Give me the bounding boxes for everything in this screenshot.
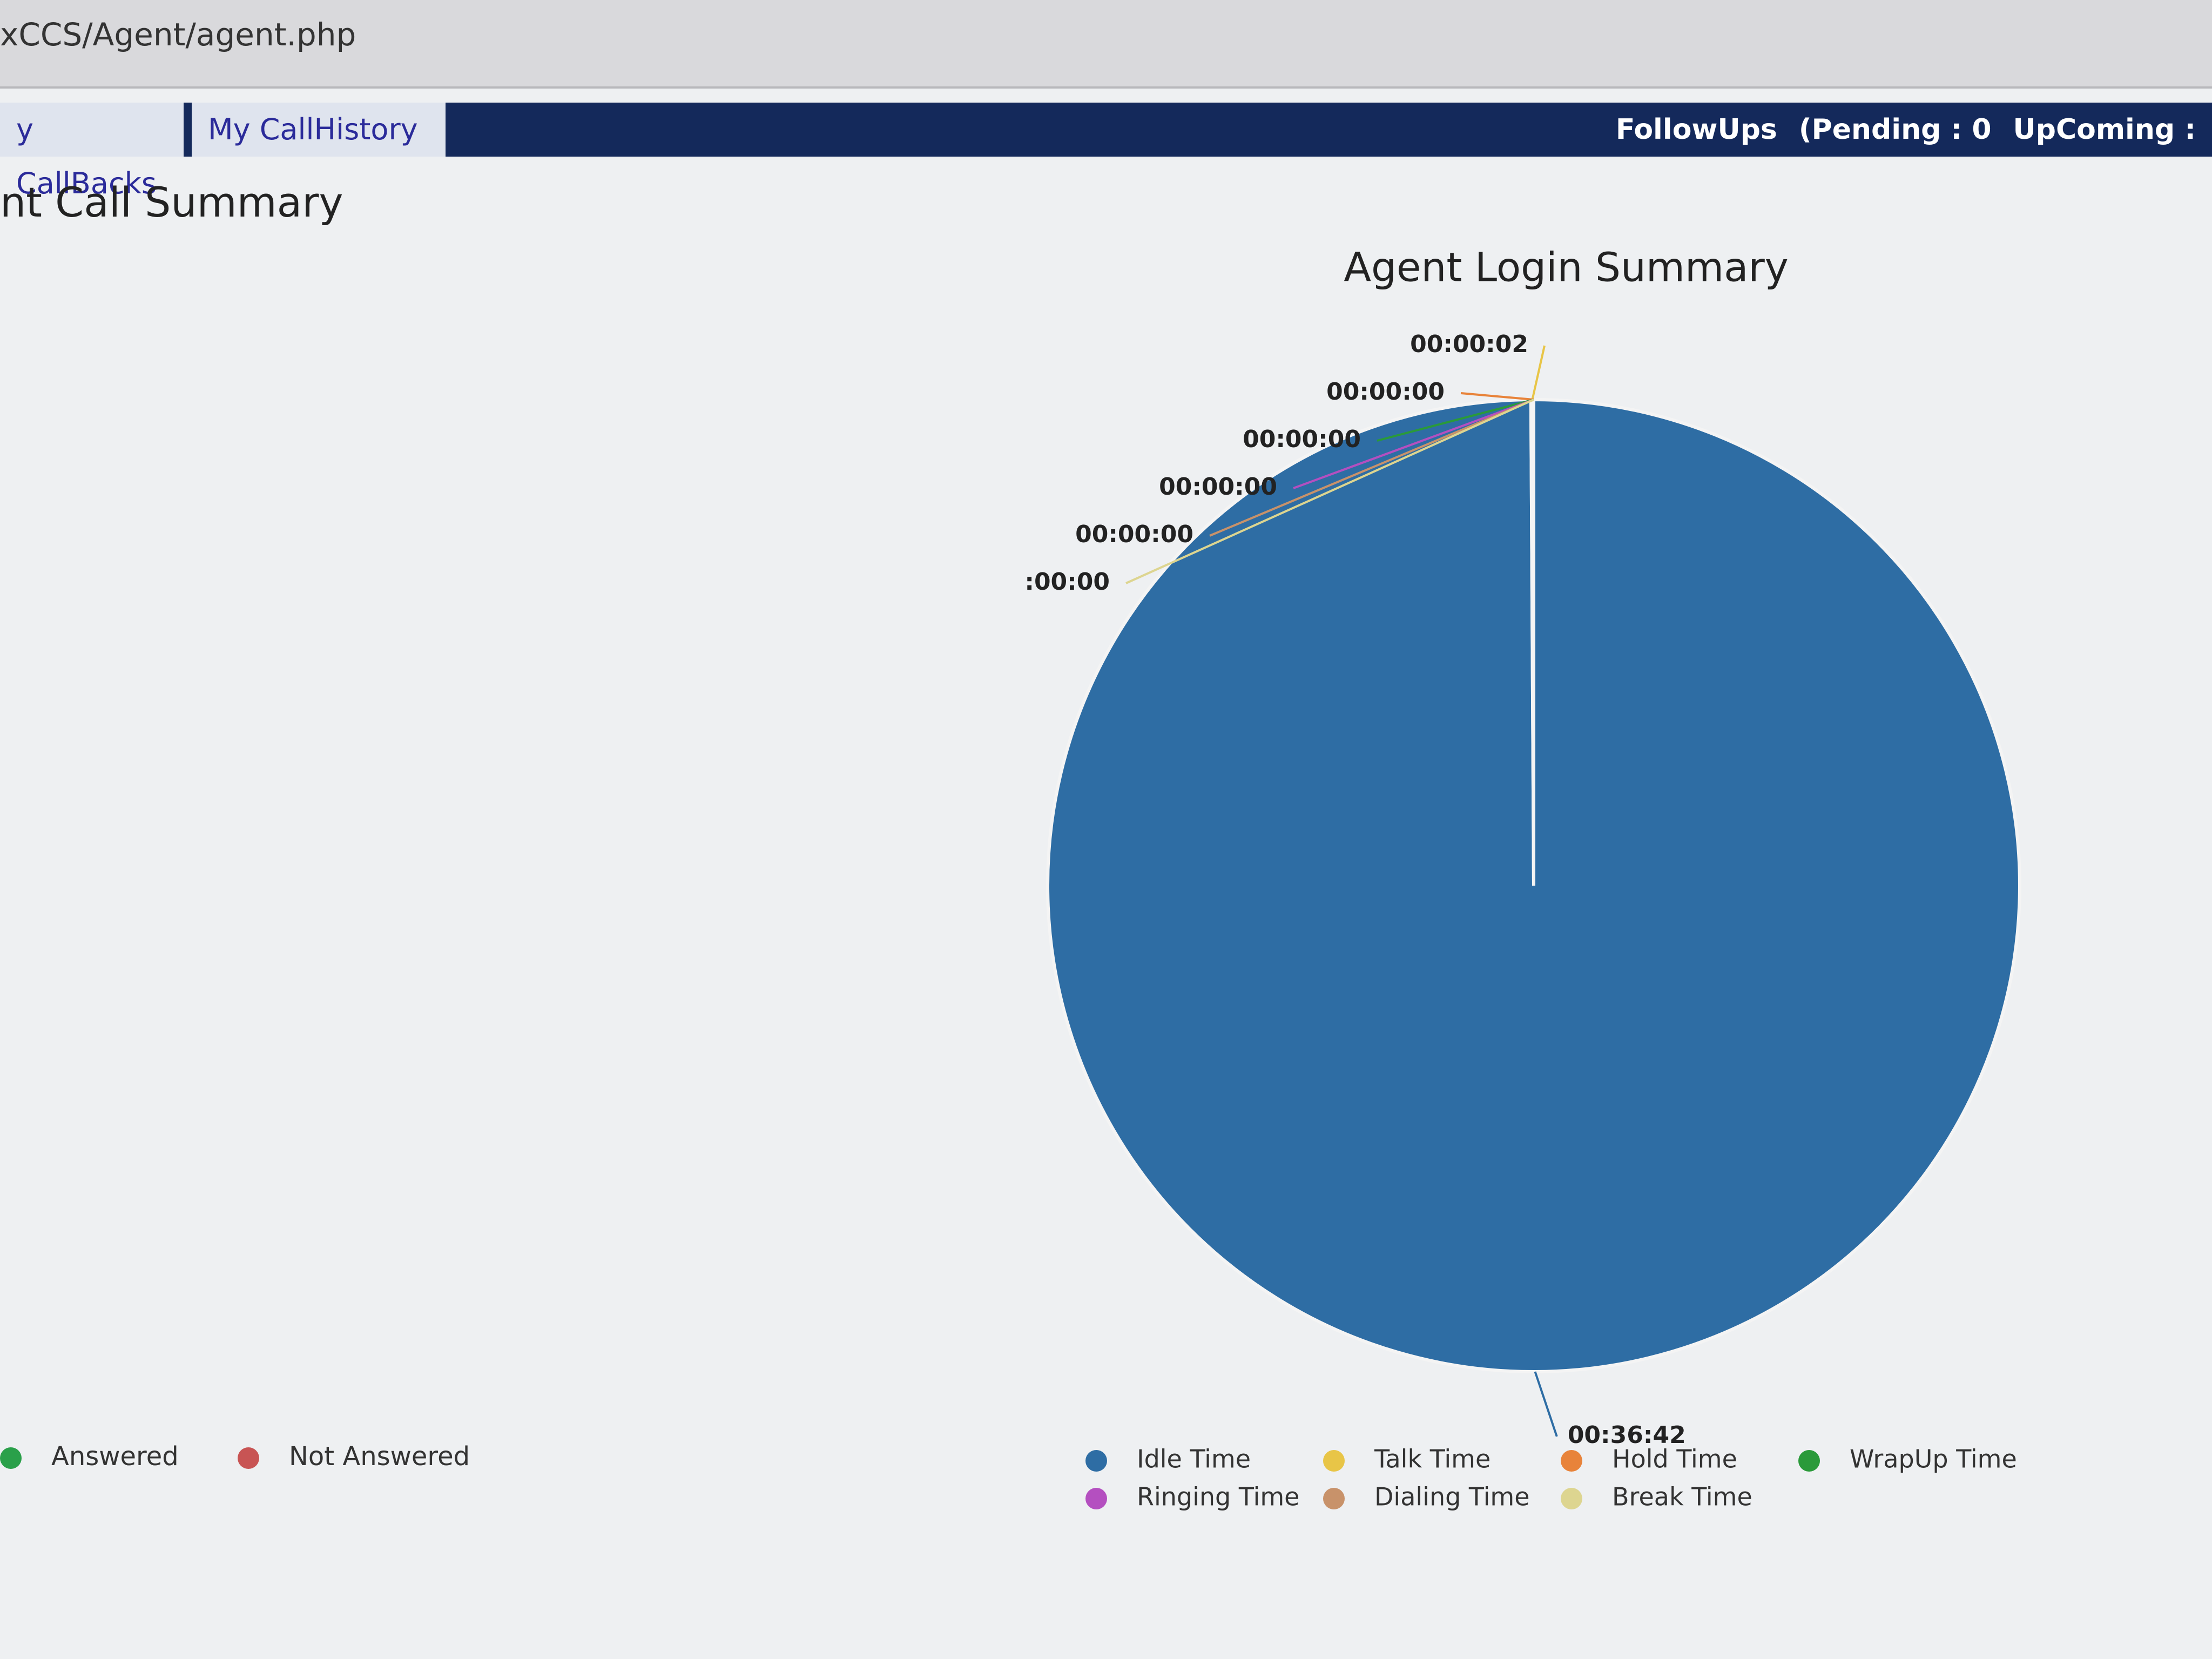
address-bar[interactable]: xCCS/Agent/agent.php: [0, 0, 2212, 89]
data-label: 00:00:00: [1243, 426, 1361, 453]
panel-title: nt Call Summary: [0, 178, 343, 226]
legend-marker: [0, 1447, 22, 1469]
tab[interactable]: y CallBacks: [0, 103, 184, 200]
url: xCCS/Agent/agent.php: [0, 16, 356, 53]
legend-marker: [1323, 1488, 1345, 1509]
leader-line: [1534, 1371, 1558, 1437]
leader-line: [1531, 345, 1546, 400]
data-label: 00:36:42: [1568, 1421, 1686, 1449]
followups: FollowUps (Pending : 0 UpComing :: [1594, 103, 2196, 157]
legend-label: Hold Time: [1612, 1445, 1737, 1474]
chart-title: Agent Login Summary: [1344, 245, 1788, 291]
legend-label: Break Time: [1612, 1482, 1752, 1512]
legend-marker: [1798, 1450, 1820, 1472]
leader-line: [1125, 399, 1534, 584]
data-label: 00:00:00: [1075, 521, 1193, 548]
legend-label: Idle Time: [1137, 1445, 1251, 1474]
pending: (Pending : 0: [1798, 113, 1992, 146]
legend-label: Not Answered: [289, 1441, 470, 1472]
legend-marker: [1323, 1450, 1345, 1472]
data-label: 00:00:00: [1326, 378, 1445, 406]
legend-marker: [238, 1447, 259, 1469]
legend-label: WrapUp Time: [1850, 1445, 2017, 1474]
data-label: 00:00:02: [1410, 331, 1528, 358]
legend-label: Ringing Time: [1137, 1482, 1299, 1512]
legend-label: Talk Time: [1374, 1445, 1491, 1474]
legend-marker: [1561, 1488, 1582, 1509]
leader-line: [1460, 392, 1534, 401]
data-label: 00:00:00: [1159, 473, 1277, 501]
leader-line: [1209, 399, 1534, 537]
data-label: :00:00: [1024, 568, 1110, 596]
followups-label[interactable]: FollowUps: [1615, 113, 1777, 146]
legend-label: Answered: [51, 1441, 179, 1472]
legend-marker: [1085, 1488, 1107, 1509]
nav-bar: y CallBacks My CallHistory FollowUps (Pen…: [0, 103, 2212, 200]
upcoming: UpComing :: [2013, 113, 2196, 146]
leader-line: [1293, 399, 1534, 489]
tab[interactable]: My CallHistory: [192, 103, 446, 157]
legend-label: Dialing Time: [1374, 1482, 1530, 1512]
legend-marker: [1561, 1450, 1582, 1472]
legend-marker: [1085, 1450, 1107, 1472]
leader-line: [1377, 399, 1534, 442]
